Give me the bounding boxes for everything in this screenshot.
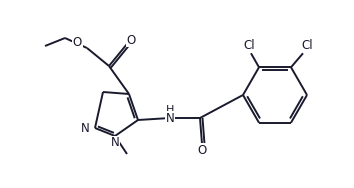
Text: N: N bbox=[110, 136, 119, 149]
Text: O: O bbox=[198, 143, 207, 156]
Text: H: H bbox=[166, 105, 174, 115]
Text: N: N bbox=[166, 111, 175, 124]
Text: N: N bbox=[81, 121, 90, 134]
Text: Cl: Cl bbox=[301, 39, 313, 52]
Text: O: O bbox=[126, 33, 136, 46]
Text: O: O bbox=[73, 36, 82, 49]
Text: Cl: Cl bbox=[243, 39, 255, 52]
